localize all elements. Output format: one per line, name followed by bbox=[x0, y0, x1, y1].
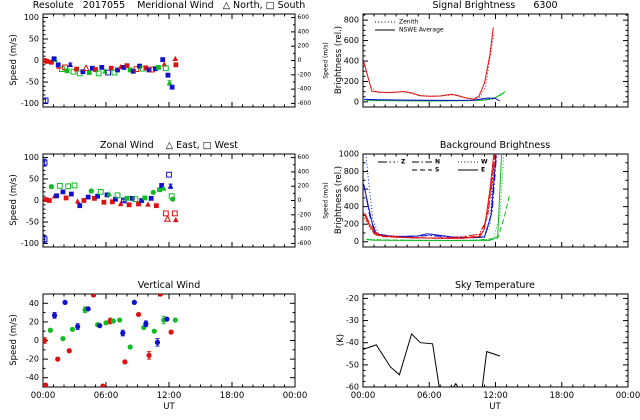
svg-text:W: W bbox=[481, 159, 488, 166]
svg-text:0: 0 bbox=[298, 197, 302, 204]
svg-text:400: 400 bbox=[344, 202, 359, 211]
background-brightness-title: Background Brightness bbox=[439, 140, 551, 151]
svg-text:0: 0 bbox=[34, 56, 39, 65]
svg-text:0: 0 bbox=[298, 57, 302, 64]
sky-y-axis-label: (K) bbox=[336, 333, 346, 347]
svg-text:600: 600 bbox=[344, 185, 359, 194]
svg-text:400: 400 bbox=[298, 28, 310, 35]
sky-temperature-chart: 00:00 06:00 12:00 18:00 00:00-60-50-40-30-20 bbox=[346, 293, 640, 401]
svg-text:-60: -60 bbox=[346, 383, 359, 392]
svg-text:-200: -200 bbox=[298, 211, 312, 218]
svg-text:00:00: 00:00 bbox=[31, 391, 56, 401]
svg-text:Z: Z bbox=[401, 159, 406, 166]
svg-text:-50: -50 bbox=[26, 78, 39, 87]
svg-text:1000: 1000 bbox=[339, 150, 359, 159]
svg-text:600: 600 bbox=[298, 154, 310, 161]
svg-text:800: 800 bbox=[344, 167, 359, 176]
background-y-axis-label: Brightness (rel.) bbox=[334, 165, 344, 235]
svg-text:20: 20 bbox=[29, 317, 39, 326]
svg-text:00:00: 00:00 bbox=[351, 391, 376, 401]
svg-text:200: 200 bbox=[298, 43, 310, 50]
sky-temperature-title: Sky Temperature bbox=[454, 280, 535, 291]
meridional-wind-chart: -100 -50 0 50 100 -600 -400 -200 0 200 400 600 bbox=[21, 13, 311, 108]
svg-text:40: 40 bbox=[29, 299, 39, 308]
signal-y-axis-label: Brightness (rel.) bbox=[334, 25, 344, 95]
svg-text:400: 400 bbox=[344, 57, 359, 66]
svg-text:600: 600 bbox=[298, 14, 310, 21]
svg-text:S: S bbox=[435, 167, 439, 174]
zonal-y2-axis-label: Speed (m/s) bbox=[322, 182, 330, 219]
svg-text:0: 0 bbox=[354, 97, 359, 106]
svg-text:-600: -600 bbox=[298, 240, 312, 247]
zonal-wind-chart: -100 -50 0 50 100 -600 -400 -200 0 200 400 600 bbox=[21, 153, 311, 248]
svg-text:-400: -400 bbox=[298, 226, 312, 233]
svg-text:-20: -20 bbox=[346, 294, 359, 303]
svg-text:-200: -200 bbox=[298, 71, 312, 78]
meridional-y2-axis-label: Speed (m/s) bbox=[322, 42, 330, 79]
svg-text:-100: -100 bbox=[21, 239, 39, 248]
zonal-wind-title: Zonal Wind △ East, □ West bbox=[100, 140, 238, 151]
vertical-wind-chart: 00:00 06:00 12:00 18:00 00:00 -40 -20 0 20 40 bbox=[26, 293, 308, 401]
svg-text:12:00: 12:00 bbox=[483, 391, 508, 401]
vertical-x-axis-label: UT bbox=[163, 402, 175, 412]
svg-text:18:00: 18:00 bbox=[550, 391, 575, 401]
svg-text:E: E bbox=[481, 167, 485, 174]
svg-text:100: 100 bbox=[24, 13, 39, 22]
vertical-wind-title: Vertical Wind bbox=[137, 280, 201, 291]
svg-text:0: 0 bbox=[34, 336, 39, 345]
signal-brightness-title: Signal Brightness 6300 bbox=[432, 0, 558, 11]
svg-text:-400: -400 bbox=[298, 86, 312, 93]
svg-text:-20: -20 bbox=[26, 355, 39, 364]
svg-text:600: 600 bbox=[344, 36, 359, 45]
svg-text:-600: -600 bbox=[298, 100, 312, 107]
svg-text:-40: -40 bbox=[346, 338, 359, 347]
svg-text:100: 100 bbox=[24, 153, 39, 162]
svg-text:Zenith: Zenith bbox=[399, 19, 419, 26]
background-brightness-chart: 0 200 400 600 800 1000 Z NS WE bbox=[339, 150, 629, 248]
svg-text:00:00: 00:00 bbox=[616, 391, 640, 401]
meridional-y-axis-label: Speed (m/s) bbox=[9, 34, 19, 86]
svg-text:200: 200 bbox=[298, 183, 310, 190]
svg-text:06:00: 06:00 bbox=[94, 391, 119, 401]
svg-text:-50: -50 bbox=[26, 218, 39, 227]
svg-text:0: 0 bbox=[34, 196, 39, 205]
svg-text:-30: -30 bbox=[346, 316, 359, 325]
svg-text:18:00: 18:00 bbox=[220, 391, 245, 401]
svg-text:06:00: 06:00 bbox=[417, 391, 442, 401]
svg-text:N: N bbox=[435, 159, 440, 166]
svg-text:-50: -50 bbox=[346, 360, 359, 369]
svg-text:-100: -100 bbox=[21, 99, 39, 108]
meridional-wind-title: Resolute 2017055 Meridional Wind △ North… bbox=[32, 0, 306, 11]
svg-text:800: 800 bbox=[344, 16, 359, 25]
vertical-y-axis-label: Speed (m/s) bbox=[9, 314, 19, 366]
svg-text:0: 0 bbox=[354, 237, 359, 246]
svg-text:400: 400 bbox=[298, 168, 310, 175]
svg-text:200: 200 bbox=[344, 220, 359, 229]
svg-text:50: 50 bbox=[29, 174, 39, 183]
svg-text:00:00: 00:00 bbox=[283, 391, 308, 401]
svg-text:12:00: 12:00 bbox=[157, 391, 182, 401]
svg-text:50: 50 bbox=[29, 34, 39, 43]
svg-text:NSWE Average: NSWE Average bbox=[399, 27, 444, 34]
sky-x-axis-label: UT bbox=[489, 402, 501, 412]
zonal-y-axis-label: Speed (m/s) bbox=[9, 174, 19, 226]
svg-text:-40: -40 bbox=[26, 373, 39, 382]
svg-text:200: 200 bbox=[344, 77, 359, 86]
